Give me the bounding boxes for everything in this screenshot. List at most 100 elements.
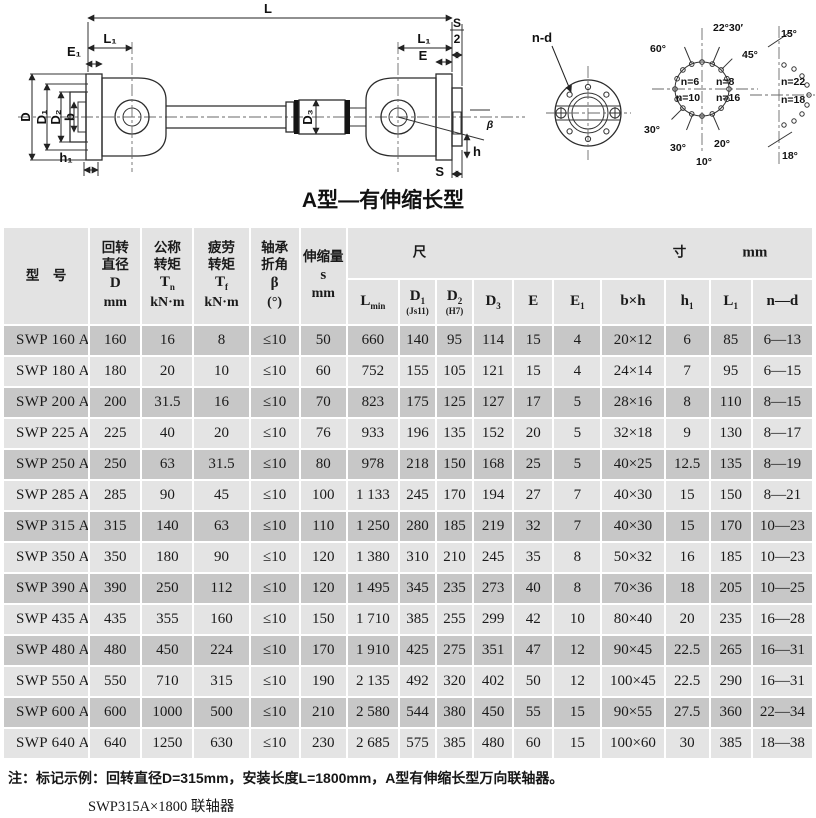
- cell-value: 160: [90, 326, 141, 355]
- cell-value: 100×45: [602, 667, 664, 696]
- cell-value: 6: [665, 326, 709, 355]
- cell-value: 50×32: [602, 543, 664, 572]
- footnote-line2: SWP315A×1800 联轴器: [88, 799, 235, 815]
- cell-value: ≤10: [250, 729, 299, 758]
- cell-value: 120: [300, 574, 346, 603]
- dims-group-char1: 尺: [412, 244, 427, 260]
- cell-value: 7: [665, 357, 709, 386]
- cell-value: 273: [474, 574, 513, 603]
- dim-label-E: E: [419, 48, 428, 63]
- col-header-model: 型 号: [4, 228, 89, 324]
- cell-value: 127: [474, 388, 513, 417]
- header-line: 回转: [101, 240, 129, 256]
- cell-value: 933: [347, 419, 398, 448]
- cell-value: 45: [194, 481, 249, 510]
- cell-value: 235: [437, 574, 473, 603]
- cell-value: 385: [399, 605, 435, 634]
- cell-value: 95: [710, 357, 751, 386]
- cell-value: 492: [399, 667, 435, 696]
- cell-value: 8: [554, 543, 601, 572]
- header-line: 公称: [153, 239, 181, 255]
- col-header-l1: L1: [710, 280, 751, 324]
- cell-value: 15: [514, 326, 553, 355]
- cell-value: 27: [514, 481, 553, 510]
- cell-value: 200: [90, 388, 141, 417]
- cell-value: 6—13: [752, 326, 812, 355]
- dim-label-D1: D₁: [34, 110, 49, 125]
- cell-value: 4: [554, 357, 601, 386]
- cell-value: 345: [399, 574, 435, 603]
- cell-value: 10: [554, 605, 601, 634]
- table-row: SWP 160 A 160 16 8 ≤10 50 660 140 95 114 15 4 20×12 6…: [4, 326, 812, 355]
- header-unit: mm: [311, 286, 335, 302]
- cell-value: 170: [437, 481, 473, 510]
- cell-value: 575: [399, 729, 435, 758]
- cell-value: 135: [437, 419, 473, 448]
- cell-value: 16: [665, 543, 709, 572]
- col-header-d1: D1 (Js11): [399, 280, 435, 324]
- count-n16: n=16: [716, 92, 740, 104]
- cell-value: 155: [399, 357, 435, 386]
- cell-value: ≤10: [250, 388, 299, 417]
- cell-value: 40: [514, 574, 553, 603]
- table-row: SWP 200 A 200 31.5 16 ≤10 70 823 175 125 127 17 5 28…: [4, 388, 812, 417]
- dimension-lines: L L₁ E₁ L₁ E S 2: [18, 1, 494, 179]
- col-header-lmin: Lmin: [347, 280, 398, 324]
- cell-value: 320: [437, 667, 473, 696]
- dim-label-D: D: [18, 112, 33, 121]
- cell-value: 170: [710, 512, 751, 541]
- col-header-dimensions-group: 尺 寸 mm: [347, 228, 812, 278]
- table-row: SWP 180 A 180 20 10 ≤10 60 752 155 105 121 15 4 24×1…: [4, 357, 812, 386]
- cell-value: 210: [300, 698, 346, 727]
- cell-model: SWP 285 A: [4, 481, 89, 510]
- cell-model: SWP 550 A: [4, 667, 89, 696]
- cell-model: SWP 315 A: [4, 512, 89, 541]
- cell-value: 660: [347, 326, 398, 355]
- cell-value: 196: [399, 419, 435, 448]
- cell-value: 8—15: [752, 388, 812, 417]
- cell-value: 310: [399, 543, 435, 572]
- cell-value: 105: [437, 357, 473, 386]
- header-line: 转矩: [208, 256, 236, 272]
- cell-value: 1 910: [347, 636, 398, 665]
- col-header-bearing-angle: 轴承 折角 β (°): [250, 228, 299, 324]
- cell-value: 218: [399, 450, 435, 479]
- dim-label-S-den: 2: [454, 32, 461, 46]
- count-n6: n=6: [681, 76, 700, 88]
- cell-value: 150: [437, 450, 473, 479]
- angle-10: 10°: [696, 156, 712, 168]
- cell-value: 380: [437, 698, 473, 727]
- cell-value: 63: [194, 512, 249, 541]
- cell-value: 110: [300, 512, 346, 541]
- cell-value: 385: [710, 729, 751, 758]
- cell-value: 24×14: [602, 357, 664, 386]
- cell-value: 8: [194, 326, 249, 355]
- cell-value: 752: [347, 357, 398, 386]
- technical-drawing: L L₁ E₁ L₁ E S 2: [0, 0, 816, 222]
- cell-value: 385: [437, 729, 473, 758]
- cell-value: 16: [194, 388, 249, 417]
- cell-value: 15: [554, 698, 601, 727]
- cell-value: 35: [514, 543, 553, 572]
- cell-value: 50: [300, 326, 346, 355]
- cell-value: 350: [90, 543, 141, 572]
- cell-value: 360: [710, 698, 751, 727]
- cell-value: 285: [90, 481, 141, 510]
- angle-60: 60°: [650, 43, 666, 55]
- cell-value: 8: [665, 388, 709, 417]
- header-unit: (°): [267, 294, 283, 310]
- cell-value: 42: [514, 605, 553, 634]
- cell-value: 210: [437, 543, 473, 572]
- cell-value: 12.5: [665, 450, 709, 479]
- count-n18: n=18: [781, 94, 805, 106]
- angle-15: 15°: [781, 28, 797, 40]
- dim-label-S: S: [435, 164, 444, 179]
- cell-value: 265: [710, 636, 751, 665]
- cell-value: 978: [347, 450, 398, 479]
- dim-label-L: L: [264, 1, 272, 16]
- cell-value: 90×55: [602, 698, 664, 727]
- cell-value: 55: [514, 698, 553, 727]
- header-symbol: Tn: [159, 274, 175, 293]
- dims-group-unit: mm: [742, 244, 768, 261]
- cell-value: 355: [142, 605, 193, 634]
